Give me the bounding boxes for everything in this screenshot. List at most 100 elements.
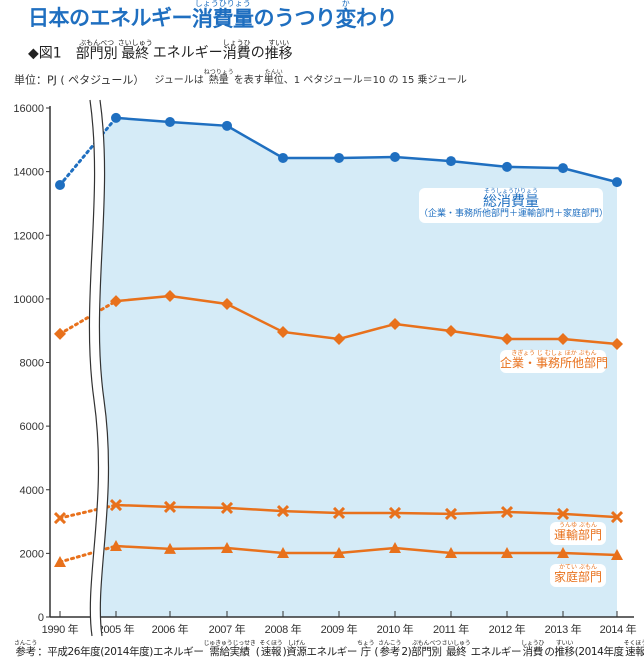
data-point — [221, 297, 233, 310]
dotted-connector — [58, 299, 118, 336]
data-point — [53, 512, 67, 525]
furigana: しょうひりょう — [194, 0, 251, 8]
ruby-text: たんい 単位 — [264, 70, 284, 87]
ruby-text: しげん 資源 — [286, 641, 307, 658]
text-segment: 日本のエネルギー — [28, 5, 193, 30]
data-point — [446, 156, 456, 167]
ruby-text: さんこう 参考 — [378, 641, 401, 658]
furigana: すいい — [555, 640, 574, 647]
text-segment: の — [544, 646, 555, 658]
ruby-text: すいい 推移 — [554, 640, 575, 658]
y-tick-label: 10000 — [13, 294, 44, 306]
unit-label: 単位：PJ ( ペタジュール） ジュールは ねつりょう 熱量 を表す たんい 単位 、1 ペタ… — [14, 70, 467, 87]
series-label: そうしょうひりょう 総消費量 （企業・事務所他部門＋運輸部門＋家庭部門） — [419, 188, 608, 223]
dotted-connector — [58, 116, 118, 187]
ruby-text: しょうひりょう 消費量 — [192, 0, 254, 30]
ruby-text: か変 — [336, 0, 357, 30]
ruby-text: さんこう 参考 — [14, 641, 37, 658]
y-tick-label: 8000 — [20, 358, 44, 370]
data-point — [221, 541, 233, 553]
y-tick-label: 6000 — [20, 421, 44, 433]
text-segment: エネルギー — [306, 646, 358, 658]
ruby-base: 推移 — [264, 46, 293, 62]
ruby-text: しょうひ 消費 — [521, 641, 544, 658]
ruby-base: 需給実績 — [209, 646, 250, 658]
furigana: じゅきゅうじっせき — [203, 640, 256, 647]
data-point — [333, 547, 345, 559]
ruby-base: 庁 — [360, 646, 372, 658]
data-point — [165, 116, 175, 127]
subtitle-text: ぶもんべつ 部門別 さいしゅう 最終 エネルギー しょうひ 消費のすいい 推移 — [76, 40, 293, 62]
furigana: ねつりょう — [203, 69, 234, 76]
x-tick-label: 2006 年 — [152, 622, 189, 636]
data-point — [164, 542, 176, 554]
data-point — [612, 177, 622, 188]
x-tick-label: 2009 年 — [321, 622, 358, 636]
series-3 — [54, 540, 623, 567]
dotted-connector — [58, 544, 118, 564]
ruby-text: ぶもんべつ 部門別 — [411, 641, 442, 658]
axis-break-line — [88, 99, 100, 637]
text-segment: ( — [255, 646, 260, 658]
data-point — [55, 179, 65, 190]
furigana: たんい — [264, 69, 283, 76]
y-tick-label: 0 — [38, 612, 44, 624]
series-label: きぎょう じ むしょ ほか ぶもん 企業・事務所他部門 — [500, 350, 608, 373]
series-name: きぎょう じ むしょ ほか ぶもん 企業・事務所他部門 — [500, 351, 608, 370]
data-point — [501, 332, 513, 345]
data-point — [445, 547, 457, 559]
ruby-base: 消費 — [522, 646, 544, 658]
data-point — [558, 163, 568, 174]
x-tick-label: 2014 年 — [600, 622, 637, 636]
text-segment: エネルギー — [152, 45, 223, 62]
data-point — [444, 507, 458, 520]
x-tick-label: 2007 年 — [209, 622, 246, 636]
ruby-base: 熱量 — [208, 75, 229, 86]
data-point — [54, 555, 66, 567]
ruby-text: じゅきゅうじっせき 需給実績 — [203, 641, 255, 658]
page-title: 日本のエネルギー しょうひりょう 消費量 のうつりか変わり — [28, 0, 398, 30]
data-point — [277, 325, 289, 338]
y-tick-label: 2000 — [20, 548, 44, 560]
ruby-base: 消費 — [222, 46, 251, 62]
ruby-base: 消費量 — [192, 7, 254, 31]
furigana: そくほう — [259, 640, 283, 647]
series-line — [115, 294, 618, 346]
ruby-text: しょうひ 消費 — [223, 40, 251, 62]
data-point — [556, 507, 570, 520]
series-1 — [54, 290, 623, 351]
furigana: か — [341, 0, 350, 8]
data-point — [557, 332, 569, 345]
furigana: きぎょう じ むしょ ほか ぶもん — [511, 350, 597, 357]
series-name: うんゆ ぶもん 運輸部門 — [554, 523, 602, 542]
text-segment: のうつり — [253, 5, 337, 30]
unit-note: ジュールは ねつりょう 熱量 を表す たんい 単位 、1 ペタジュール＝10 の 15 乗ジ… — [154, 70, 466, 87]
data-point — [390, 151, 400, 162]
series-0 — [55, 112, 622, 190]
text-segment: 2) — [401, 646, 412, 658]
text-segment: を表す — [233, 75, 264, 87]
text-segment: エネルギー — [470, 646, 522, 658]
ruby-text: さいしゅう 最終 — [442, 641, 471, 658]
data-point — [164, 290, 176, 303]
data-point — [110, 540, 122, 552]
ruby-base: 単位 — [263, 75, 284, 86]
axis-break-line — [98, 99, 110, 637]
data-point — [276, 505, 290, 518]
furigana: うんゆ ぶもん — [559, 522, 597, 529]
furigana: ぶもんべつ — [79, 39, 115, 47]
series-line — [115, 503, 618, 519]
total-area-fill — [100, 117, 617, 617]
ruby-base: 参考 — [379, 646, 401, 658]
data-point — [611, 338, 623, 351]
series-label: うんゆ ぶもん 運輸部門 — [550, 522, 606, 545]
ruby-text: すいい 推移 — [265, 40, 293, 62]
furigana: さんこう — [14, 640, 38, 647]
series-line — [115, 116, 618, 184]
y-tick-label: 16000 — [13, 103, 44, 115]
text-segment: わり — [356, 5, 398, 30]
text-segment: の — [250, 45, 265, 62]
furigana: すいい — [268, 39, 290, 47]
